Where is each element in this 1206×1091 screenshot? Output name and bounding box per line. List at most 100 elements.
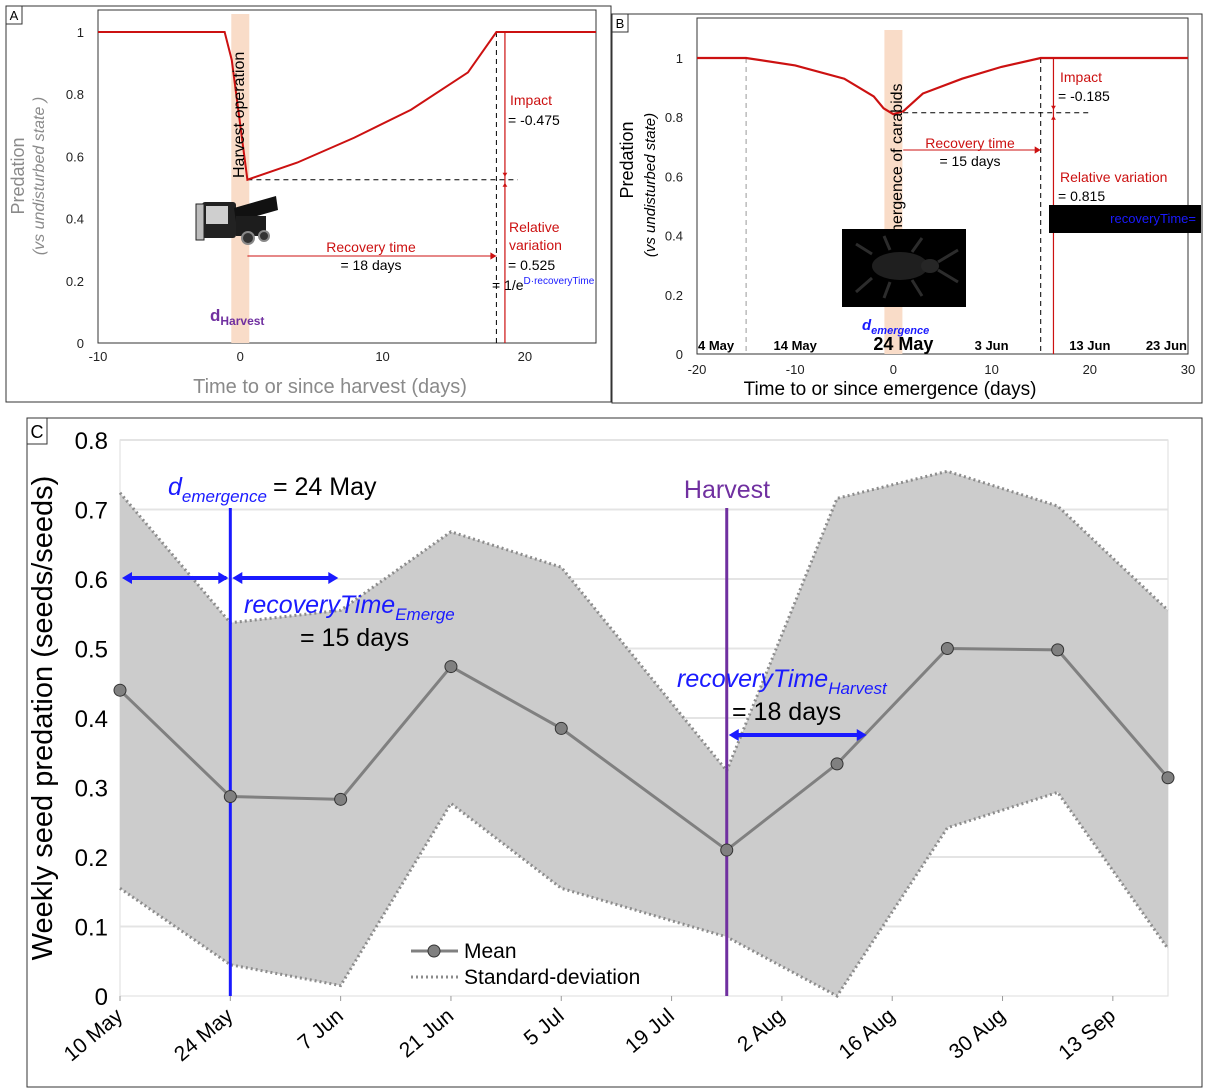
panel-c-y-ticks: 0 0.1 0.2 0.3 0.4 0.5 0.6 0.7 0.8: [75, 428, 108, 1011]
panel-c-y-tick: 0.5: [75, 637, 108, 664]
panel-c-label: C: [31, 422, 44, 442]
panel-a-y-tick: 0.8: [66, 87, 84, 102]
panel-b-date-tick: 13 Jun: [1069, 338, 1110, 353]
panel-a-y-ticks: 0 0.2 0.4 0.6 0.8 1: [66, 25, 84, 351]
impact-arrowhead-top-b: [1051, 105, 1056, 110]
rt-emerge-arrowhead-left: [232, 572, 243, 584]
rt-harvest-arrowhead-right: [856, 729, 867, 741]
panel-b-predation-curve: [697, 56, 1188, 116]
formula: = 1/eD·recoveryTime: [492, 276, 595, 293]
mean-point: [720, 843, 734, 857]
panel-b-date-tick: 24 May: [873, 334, 933, 354]
panel-b-y-tick: 0.8: [665, 110, 683, 125]
impact-value-b: = -0.185: [1058, 88, 1110, 104]
harvest-c-label: Harvest: [684, 476, 770, 504]
panel-a-x-ticks: -10 0 10 20: [89, 349, 532, 364]
mean-point: [113, 683, 127, 697]
panel-b-xlabel: Time to or since emergence (days): [744, 379, 1037, 400]
recovery-value: = 18 days: [340, 257, 401, 273]
panel-a-y-tick: 1: [77, 25, 84, 40]
recovery-arrowhead-b: [1034, 146, 1041, 154]
panel-a-xlabel: Time to or since harvest (days): [193, 376, 467, 398]
panel-c-y-tick: 0: [95, 984, 108, 1011]
panel-b-date-tick: 14 May: [774, 338, 818, 353]
legend-sd-label: Standard-deviation: [464, 966, 640, 989]
panel-a-frame: [5, 5, 612, 403]
panel-c-y-tick: 0.3: [75, 776, 108, 803]
mean-point: [334, 792, 348, 806]
impact-label-b: Impact: [1060, 69, 1102, 85]
panel-b-date-ticks: 4 May 14 May 24 May 3 Jun 13 Jun 23 Jun: [698, 334, 1187, 354]
panel-b-y-tick: 0.6: [665, 169, 683, 184]
panel-c-y-tick: 0.6: [75, 567, 108, 594]
pre-emergence-arrowhead-left: [122, 572, 132, 584]
mean-point: [1161, 771, 1175, 785]
panel-c-frame: [26, 417, 1203, 1088]
rt-harvest-label: recoveryTimeHarvest: [677, 665, 888, 698]
panel-c-label-box: [26, 417, 48, 445]
recovery-value-b: = 15 days: [939, 153, 1000, 169]
panel-c-x-ticks: 10 May 24 May 7 Jun 21 Jun 5 Jul 19 Jul 2 Aug 1…: [60, 996, 1120, 1066]
panel-c-x-tick: 24 May: [170, 1004, 238, 1066]
recovery-label-b: Recovery time: [925, 135, 1015, 151]
recovery-label: Recovery time: [326, 239, 416, 255]
mean-point: [1051, 643, 1065, 657]
panel-b-y-tick: 1: [676, 51, 683, 66]
mean-point: [223, 790, 237, 804]
pre-emergence-arrowhead-right: [218, 572, 229, 584]
relative-label-1: Relative: [509, 219, 560, 235]
panel-a-y-tick: 0.4: [66, 212, 84, 227]
rt-emerge-value: = 15 days: [300, 624, 409, 652]
panel-a-ylabel-sub: (vs undisturbed state ): [31, 97, 48, 255]
panel-b-label-box: [611, 13, 629, 33]
sd-lower-line: [119, 790, 1170, 998]
emergence-label: Emergence of carabids: [889, 83, 906, 248]
harvest-operation-label: Harvest operation: [231, 52, 248, 178]
panel-c-y-tick: 0.8: [75, 428, 108, 455]
d-emergence-label: demergence: [862, 317, 929, 337]
panel-a-y-tick: 0: [77, 336, 84, 351]
panel-b-ylabel-sub: (vs undisturbed state): [642, 113, 659, 257]
legend-mean-label: Mean: [464, 940, 517, 963]
panel-c-y-tick: 0.2: [75, 845, 108, 872]
carabid-beetle-icon: [842, 229, 966, 307]
legend-mean-marker: [427, 944, 441, 958]
panel-b-label: B: [616, 16, 625, 31]
d-harvest-label: dHarvest: [210, 306, 264, 328]
impact-arrowhead-bottom: [502, 182, 508, 187]
mean-points: [113, 642, 1175, 857]
panel-a-x-tick: 10: [375, 349, 389, 364]
mean-point: [940, 642, 954, 655]
mean-point: [830, 757, 844, 771]
panel-a-x-tick: 0: [237, 349, 244, 364]
sd-band: [120, 471, 1168, 996]
panel-b-date-tick: 23 Jun: [1146, 338, 1187, 353]
impact-value: = -0.475: [508, 112, 560, 128]
relative-label-b: Relative variation: [1060, 169, 1167, 185]
panel-c-x-tick: 19 Jul: [621, 1004, 679, 1058]
panel-c-ylabel: Weekly seed predation (seeds/seeds): [27, 476, 59, 961]
rt-emerge-arrowhead-right: [328, 572, 339, 584]
panel-a-y-tick: 0.6: [66, 149, 84, 164]
panel-b-date-tick: 3 Jun: [975, 338, 1009, 353]
panel-c-x-tick: 5 Jul: [520, 1004, 569, 1050]
impact-label: Impact: [510, 92, 552, 108]
panel-c-x-tick: 7 Jun: [294, 1004, 348, 1055]
rt-harvest-value: = 18 days: [732, 698, 841, 726]
panel-b-frame: [611, 13, 1203, 404]
black-box: [1049, 205, 1201, 233]
panel-a-plot-frame: [97, 9, 597, 344]
panel-b-x-tick: 30: [1181, 362, 1195, 377]
panel-b: B -20 -10 0 10 20 30 0 0.2 0.4 0.6 0.8 1 4 May 14 M…: [611, 13, 1203, 404]
panel-c: C 0 0.1 0.2 0.3 0.4 0.5 0.6 0.7 0.8 10 May 24 May…: [26, 417, 1203, 1088]
panel-b-x-tick: 20: [1083, 362, 1097, 377]
legend: Mean Standard-deviation: [411, 940, 640, 989]
mean-point: [554, 721, 568, 735]
panel-c-x-tick: 16 Aug: [835, 1004, 900, 1064]
panel-c-x-tick: 21 Jun: [395, 1004, 458, 1062]
mean-line: [118, 646, 1170, 852]
panel-b-x-tick: 0: [890, 362, 897, 377]
harvester-icon: [195, 196, 278, 245]
panel-a: A -10 0 10 20 0 0.2 0.4 0.6 0.8 1 Harvest operat…: [5, 5, 612, 403]
impact-arrow-b: [1051, 105, 1056, 120]
